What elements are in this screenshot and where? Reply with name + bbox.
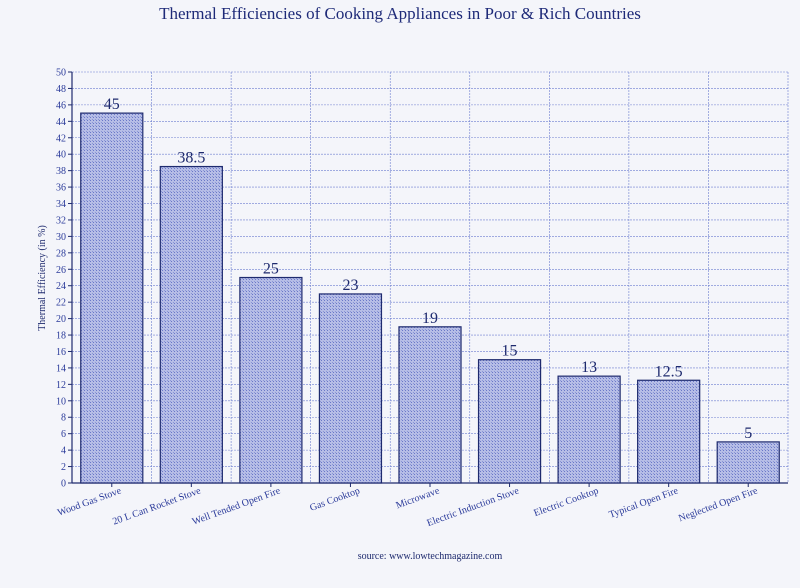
y-tick-label: 36 bbox=[56, 183, 66, 194]
y-tick-label: 0 bbox=[61, 479, 66, 490]
y-tick-label: 14 bbox=[56, 363, 66, 374]
y-tick-label: 46 bbox=[56, 100, 66, 111]
y-tick-label: 30 bbox=[56, 232, 66, 243]
y-tick-label: 38 bbox=[56, 166, 66, 177]
y-tick-label: 26 bbox=[56, 265, 66, 276]
bar bbox=[477, 359, 542, 484]
chart-title: Thermal Efficiencies of Cooking Applianc… bbox=[159, 4, 641, 23]
bar bbox=[557, 375, 621, 484]
y-tick-label: 48 bbox=[56, 84, 66, 95]
bar-value-label: 25 bbox=[263, 261, 279, 278]
bar-value-label: 19 bbox=[422, 310, 438, 327]
bar bbox=[637, 379, 701, 484]
y-tick-label: 10 bbox=[56, 396, 66, 407]
bars bbox=[80, 112, 780, 484]
x-tick-label: 20 L Can Rocket Stove bbox=[111, 485, 203, 527]
y-tick-label: 34 bbox=[56, 199, 66, 210]
y-tick-label: 44 bbox=[56, 117, 66, 128]
y-tick-label: 8 bbox=[61, 413, 66, 424]
x-tick-label: Neglected Open Fire bbox=[677, 485, 760, 524]
y-tick-label: 22 bbox=[56, 298, 66, 309]
bar-value-label: 12.5 bbox=[655, 363, 683, 380]
y-tick-label: 24 bbox=[56, 281, 66, 292]
x-tick-label: Gas Cooktop bbox=[308, 485, 361, 513]
y-tick-label: 50 bbox=[56, 68, 66, 79]
y-axis-label: Thermal Efficiency (in %) bbox=[37, 225, 48, 331]
bar-value-label: 38.5 bbox=[177, 150, 205, 167]
bar bbox=[716, 441, 780, 484]
y-tick-label: 6 bbox=[61, 429, 66, 440]
bar-value-label: 23 bbox=[342, 277, 358, 294]
y-tick-label: 4 bbox=[61, 446, 66, 457]
y-tick-label: 16 bbox=[56, 347, 66, 358]
bar bbox=[239, 276, 303, 484]
value-labels: 45 38.5 25 23 19 15 13 12.5 5 bbox=[104, 96, 752, 442]
bar-value-label: 13 bbox=[581, 359, 597, 376]
source-note: source: www.lowtechmagazine.com bbox=[358, 551, 503, 562]
x-tick-label: Microwave bbox=[394, 485, 441, 511]
y-tick-label: 28 bbox=[56, 248, 66, 259]
bar bbox=[80, 112, 144, 484]
bar bbox=[318, 293, 383, 484]
bar bbox=[159, 165, 223, 484]
x-tick-label: Well Tended Open Fire bbox=[191, 485, 283, 527]
x-tick-label: Electric Induction Stove bbox=[425, 485, 521, 529]
bar bbox=[398, 326, 462, 484]
y-tick-label: 20 bbox=[56, 314, 66, 325]
y-tick-label: 32 bbox=[56, 215, 66, 226]
bar-value-label: 15 bbox=[502, 343, 518, 360]
y-tick-label: 12 bbox=[56, 380, 66, 391]
y-tick-label: 2 bbox=[61, 462, 66, 473]
bar-value-label: 5 bbox=[744, 425, 752, 442]
x-tick-label: Typical Open Fire bbox=[608, 485, 681, 520]
y-tick-label: 40 bbox=[56, 150, 66, 161]
y-tick-label: 42 bbox=[56, 133, 66, 144]
x-tick-label: Electric Cooktop bbox=[532, 485, 600, 519]
x-tick-label: Wood Gas Stove bbox=[56, 485, 123, 518]
y-tick-label: 18 bbox=[56, 331, 66, 342]
bar-value-label: 45 bbox=[104, 96, 120, 113]
